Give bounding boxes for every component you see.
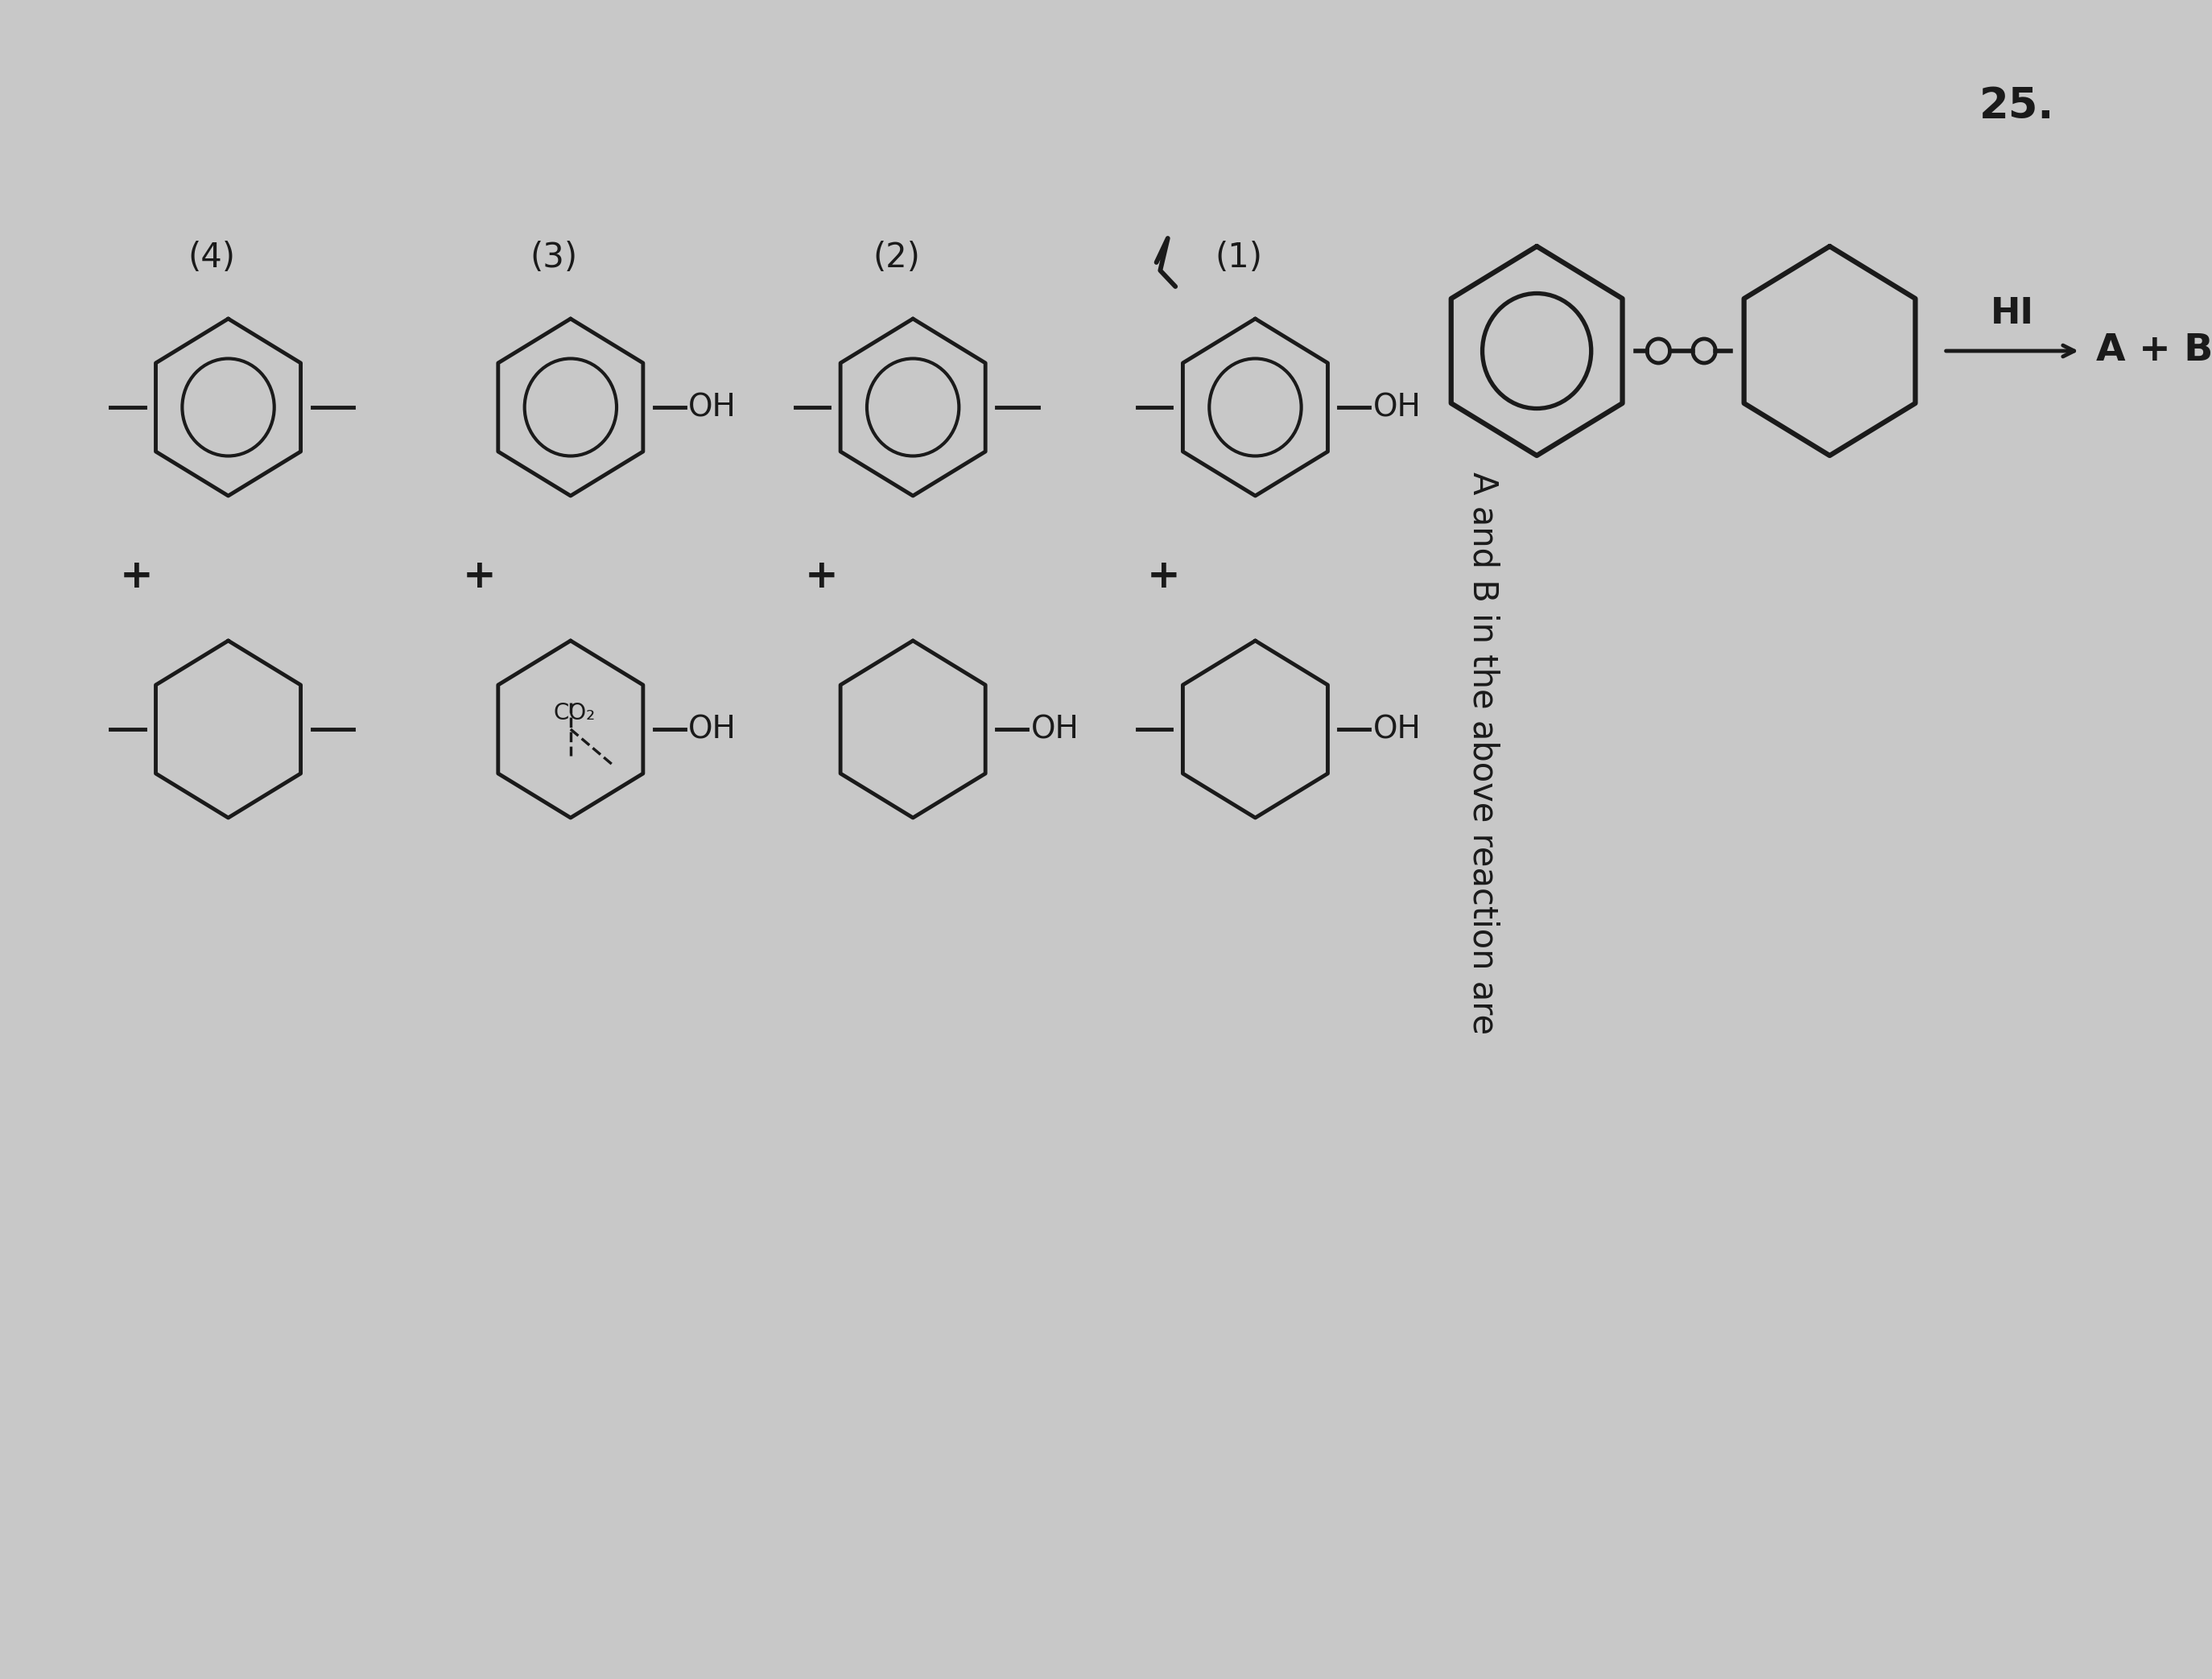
Text: OH: OH xyxy=(688,391,737,423)
Text: +: + xyxy=(462,557,495,596)
Text: CO₂: CO₂ xyxy=(553,702,595,724)
Text: +: + xyxy=(119,557,155,596)
Text: 25.: 25. xyxy=(1980,86,2055,128)
Text: OH: OH xyxy=(688,714,737,744)
Text: OH: OH xyxy=(1374,714,1422,744)
Text: A and B in the above reaction are: A and B in the above reaction are xyxy=(1467,472,1500,1034)
Text: OH: OH xyxy=(1374,391,1422,423)
Text: (1): (1) xyxy=(1214,240,1263,274)
Text: A + B: A + B xyxy=(2097,332,2212,369)
Text: HI: HI xyxy=(1991,296,2035,331)
Text: (3): (3) xyxy=(531,240,577,274)
Text: OH: OH xyxy=(1031,714,1079,744)
Text: +: + xyxy=(1148,557,1181,596)
Text: (2): (2) xyxy=(872,240,920,274)
Text: (4): (4) xyxy=(188,240,234,274)
Text: +: + xyxy=(805,557,838,596)
